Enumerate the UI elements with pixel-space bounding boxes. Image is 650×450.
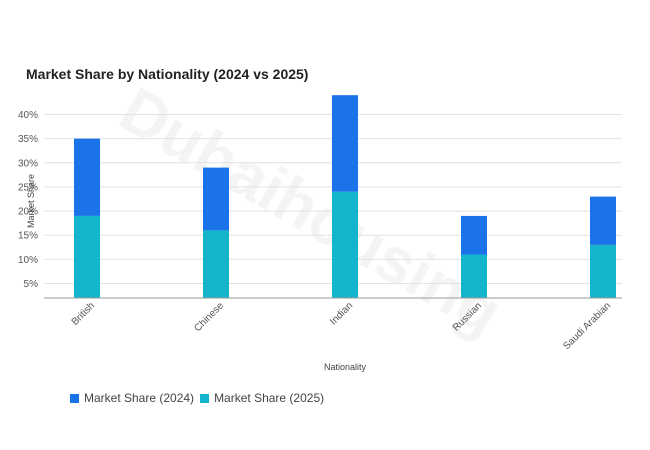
bar-chinese-2025[interactable] bbox=[203, 230, 229, 298]
legend-item-2025[interactable]: Market Share (2025) bbox=[200, 391, 324, 405]
y-tick-label: 20% bbox=[18, 207, 38, 218]
bar-chinese-2024[interactable] bbox=[203, 167, 229, 231]
legend-swatch-2024 bbox=[70, 393, 79, 403]
bar-saudi-arabian-2025[interactable] bbox=[590, 244, 616, 298]
bar-russian-2025[interactable] bbox=[461, 254, 487, 298]
y-axis-label: Market Share bbox=[26, 174, 36, 228]
bars bbox=[74, 95, 616, 298]
x-tick-label: Chinese bbox=[192, 300, 226, 334]
bar-indian-2025[interactable] bbox=[332, 191, 358, 298]
bar-saudi-arabian-2024[interactable] bbox=[590, 196, 616, 245]
y-tick-label: 25% bbox=[18, 182, 38, 193]
x-tick-label: British bbox=[70, 300, 97, 327]
bar-british-2025[interactable] bbox=[74, 215, 100, 298]
y-tick-label: 10% bbox=[18, 255, 38, 266]
chart-title: Market Share by Nationality (2024 vs 202… bbox=[26, 66, 308, 82]
bar-russian-2024[interactable] bbox=[461, 215, 487, 255]
legend-label-2025: Market Share (2025) bbox=[214, 391, 325, 405]
legend-label-2024: Market Share (2024) bbox=[84, 391, 195, 405]
x-axis-label: Nationality bbox=[324, 362, 367, 372]
x-tick-label: Saudi Arabian bbox=[561, 300, 613, 352]
y-tick-label: 5% bbox=[24, 279, 39, 290]
legend-swatch-2025 bbox=[200, 393, 210, 403]
bar-british-2024[interactable] bbox=[74, 138, 100, 216]
y-tick-label: 30% bbox=[18, 158, 38, 169]
x-axis-ticks: British Chinese Indian Russian Saudi Arabian bbox=[70, 300, 613, 352]
legend-item-2024[interactable]: Market Share (2024) bbox=[70, 391, 194, 405]
bar-indian-2024[interactable] bbox=[332, 95, 358, 192]
legend: Market Share (2024) Market Share (2025) bbox=[70, 391, 326, 405]
y-axis-ticks: 5% 10% 15% 20% 25% 30% 35% 40% bbox=[18, 110, 38, 290]
y-tick-label: 40% bbox=[18, 110, 38, 121]
y-tick-label: 15% bbox=[18, 231, 38, 242]
x-tick-label: Indian bbox=[328, 300, 355, 327]
y-tick-label: 35% bbox=[18, 134, 38, 145]
